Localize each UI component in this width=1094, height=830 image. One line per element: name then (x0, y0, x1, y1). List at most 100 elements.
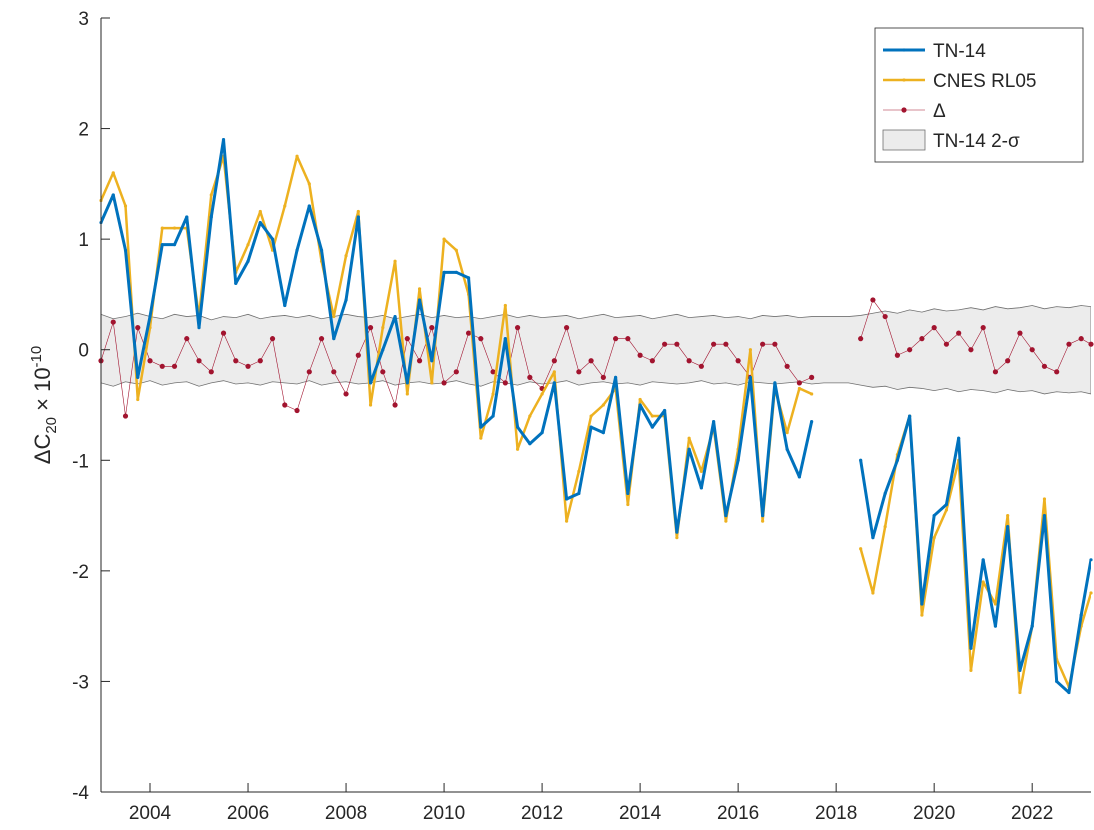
series-marker (1006, 513, 1010, 518)
series-marker (760, 341, 766, 347)
series-marker (1018, 690, 1022, 695)
series-marker (810, 392, 814, 396)
series-marker (356, 215, 360, 219)
series-marker (1067, 690, 1071, 695)
series-marker (894, 352, 901, 358)
series-marker (306, 369, 312, 375)
series-marker (772, 341, 778, 347)
series-marker (589, 425, 593, 429)
series-marker (748, 348, 752, 352)
series-marker (454, 270, 458, 274)
series-marker (319, 248, 324, 252)
series-marker (221, 138, 226, 142)
series-marker (662, 341, 668, 347)
series-marker (638, 397, 642, 402)
x-tick-label: 2018 (815, 803, 857, 824)
series-marker (491, 392, 495, 396)
series-marker (993, 624, 998, 628)
series-marker (576, 369, 582, 375)
series-marker (209, 215, 213, 219)
series-marker (514, 325, 521, 331)
series-marker (908, 414, 912, 418)
series-marker (761, 519, 765, 523)
series-marker (454, 248, 458, 252)
series-marker (344, 254, 348, 258)
series-marker (465, 330, 472, 336)
series-marker (295, 154, 299, 158)
series-marker (540, 392, 544, 396)
series-marker (332, 314, 336, 319)
series-marker (185, 215, 189, 219)
series-marker (944, 502, 949, 507)
series-marker (601, 403, 605, 407)
x-tick-label: 2012 (521, 803, 563, 824)
series-marker (246, 243, 250, 247)
series-marker (490, 369, 496, 375)
series-marker (943, 341, 950, 347)
series-marker (674, 341, 680, 347)
y-tick-label: -2 (72, 562, 89, 583)
series-marker (1078, 336, 1084, 342)
legend-label: TN-14 (933, 41, 986, 62)
series-marker (920, 613, 924, 617)
series-marker (748, 375, 752, 379)
series-marker (344, 298, 348, 302)
x-tick-label: 2020 (913, 803, 955, 824)
series-marker (563, 325, 570, 331)
series-marker (466, 276, 471, 280)
series-marker (1042, 497, 1047, 501)
series-marker (1006, 525, 1010, 529)
series-marker (663, 408, 667, 413)
series-marker (625, 336, 631, 342)
series-marker (810, 419, 814, 424)
series-marker (552, 381, 556, 385)
series-marker (294, 407, 300, 414)
series-marker (380, 369, 386, 375)
series-marker (809, 374, 815, 380)
series-marker (552, 370, 556, 374)
series-marker (577, 469, 581, 473)
series-line (101, 154, 1091, 694)
series-marker (637, 352, 643, 358)
series-marker (111, 193, 115, 197)
series-marker (356, 209, 360, 214)
legend-marker (902, 78, 906, 82)
x-tick-label: 2022 (1011, 803, 1053, 824)
series-marker (331, 369, 337, 375)
legend-marker (902, 48, 906, 52)
series-marker (589, 414, 593, 418)
legend-label: CNES RL05 (933, 71, 1037, 92)
series-marker (638, 403, 642, 407)
series-marker (269, 336, 276, 342)
series-marker (270, 237, 275, 241)
y-tick-label: -3 (72, 672, 89, 693)
series-marker (282, 402, 288, 408)
series-marker (699, 469, 703, 473)
series-marker (209, 193, 213, 197)
series-marker (773, 381, 777, 385)
series-marker (1055, 679, 1059, 684)
series-marker (184, 336, 190, 342)
series-marker (393, 314, 397, 319)
series-marker (907, 347, 913, 353)
series-marker (392, 402, 398, 408)
series-marker (797, 386, 801, 391)
series-marker (405, 381, 409, 385)
series-marker (883, 525, 887, 529)
series-marker (110, 319, 116, 325)
series-marker (649, 358, 655, 364)
series-marker (650, 414, 654, 418)
series-marker (197, 326, 201, 330)
series-marker (208, 369, 214, 375)
series-marker (479, 436, 483, 440)
series-marker (417, 298, 422, 302)
series-marker (1017, 330, 1023, 336)
x-tick-label: 2016 (717, 803, 759, 824)
series-marker (528, 414, 532, 418)
series-marker (687, 447, 691, 451)
series-marker (871, 591, 875, 595)
series-marker (367, 325, 374, 331)
series-marker (1042, 513, 1047, 518)
series-marker (478, 336, 484, 342)
series-marker (429, 325, 435, 331)
